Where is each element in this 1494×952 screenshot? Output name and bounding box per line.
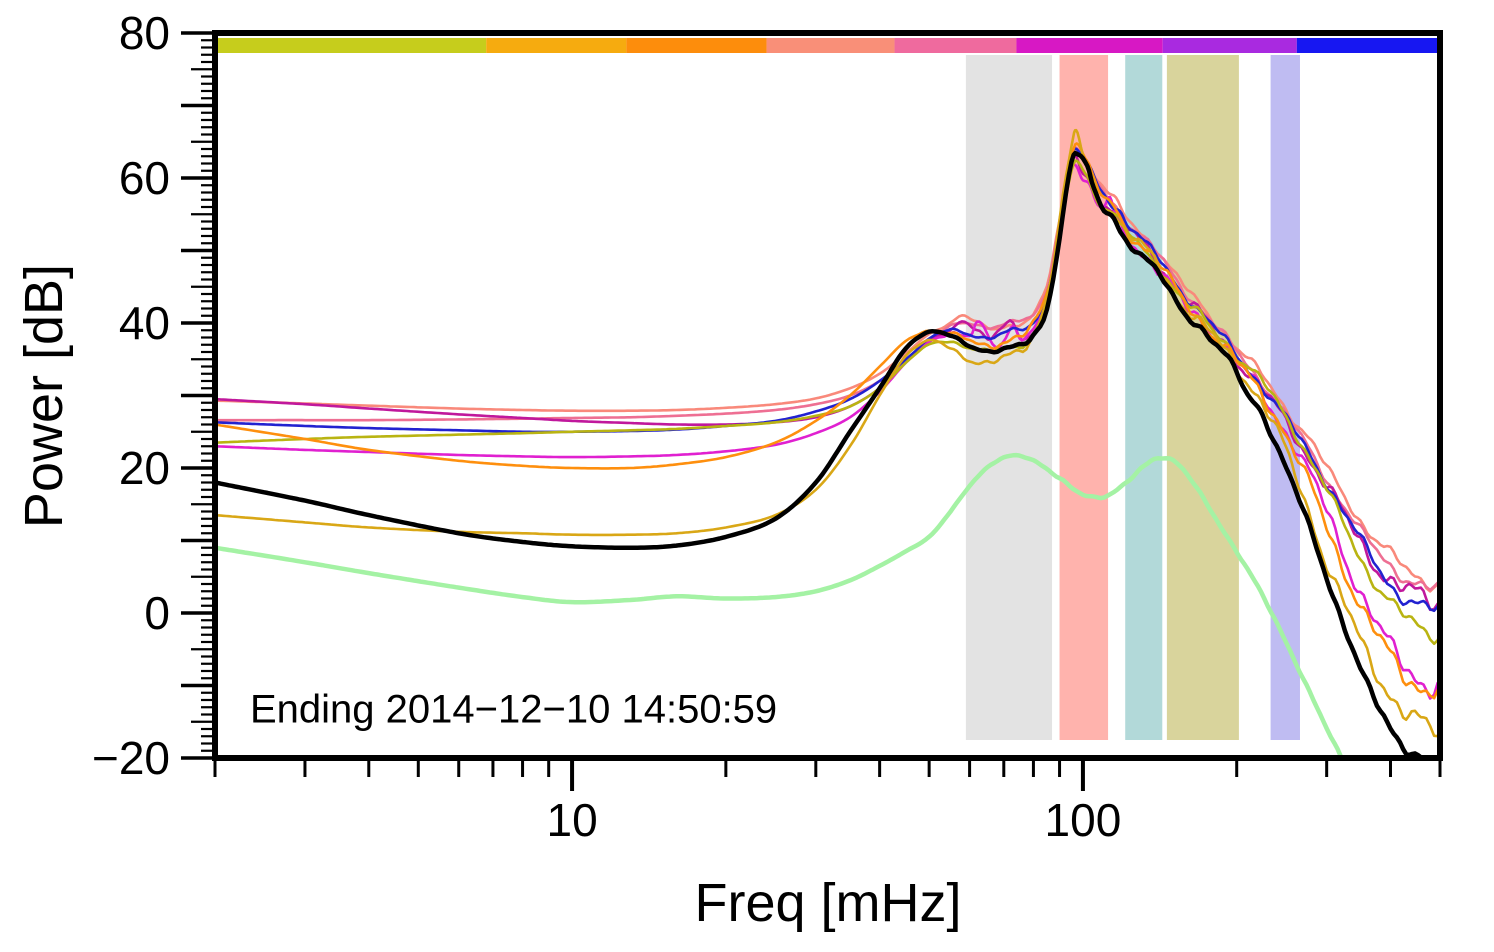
freq-band-olive — [1166, 55, 1239, 740]
x-axis-label: Freq [mHz] — [694, 873, 962, 933]
series-blue — [218, 147, 1437, 613]
y-axis-label: Power [dB] — [14, 263, 74, 529]
x-tick-label: 100 — [1045, 794, 1122, 846]
colorbar-segment-5 — [1016, 38, 1163, 53]
colorbar-segment-1 — [486, 38, 627, 53]
series-magenta — [218, 163, 1437, 700]
series-salmon — [218, 146, 1437, 593]
x-axis-ticks — [213, 761, 1442, 791]
y-tick-label: −20 — [92, 732, 170, 784]
y-tick-label: 60 — [119, 152, 170, 204]
y-axis-ticks — [181, 31, 213, 760]
series-pale-green — [218, 452, 1343, 755]
colorbar-segment-0 — [218, 38, 487, 53]
y-axis-tick-labels: −20 0 20 40 60 80 — [92, 7, 170, 784]
colorbar-segment-2 — [626, 38, 767, 53]
series-orange — [218, 142, 1437, 700]
colorbar-segment-4 — [894, 38, 1017, 53]
series-black — [218, 150, 1429, 755]
x-tick-label: 10 — [546, 794, 597, 846]
y-tick-label: 20 — [119, 442, 170, 494]
y-tick-label: 40 — [119, 297, 170, 349]
colorbar-segment-3 — [766, 38, 895, 53]
ending-time-annotation: Ending 2014−12−10 14:50:59 — [250, 687, 778, 732]
y-tick-label: 0 — [144, 587, 170, 639]
colorbar-segment-6 — [1162, 38, 1297, 53]
plot-frame — [212, 30, 1443, 761]
freq-band-gray — [965, 55, 1053, 740]
y-tick-label: 80 — [119, 7, 170, 59]
freq-band-teal — [1125, 55, 1163, 740]
time-colorbar — [218, 38, 1437, 53]
series-goldenrod — [218, 128, 1437, 738]
colorbar-segment-7 — [1296, 38, 1437, 53]
series-rose — [218, 146, 1437, 592]
x-axis-tick-labels: 10 100 — [546, 794, 1121, 846]
